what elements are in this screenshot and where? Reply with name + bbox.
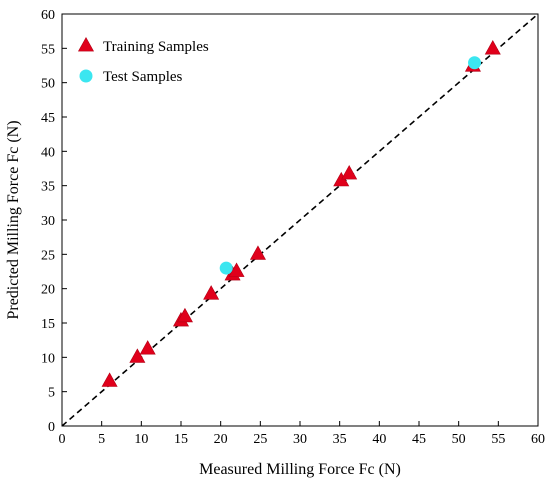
x-tick-label: 30 — [293, 432, 307, 447]
x-tick-label: 40 — [372, 432, 386, 447]
y-tick-label: 10 — [41, 351, 55, 366]
y-tick-label: 0 — [48, 420, 55, 435]
legend: Training Samples Test Samples — [77, 37, 209, 85]
y-tick-label: 15 — [41, 317, 55, 332]
x-tick-label: 10 — [134, 432, 148, 447]
legend-circle-marker — [79, 69, 93, 83]
training-sample-point — [341, 165, 358, 180]
x-tick-label: 60 — [531, 432, 545, 447]
y-tick-label: 40 — [41, 145, 55, 160]
y-axis-title: Predicted Milling Force Fc (N) — [5, 120, 22, 319]
test-sample-point — [468, 56, 482, 70]
x-tick-label: 35 — [333, 432, 347, 447]
y-tick-label: 50 — [41, 77, 55, 92]
training-sample-point — [484, 40, 501, 55]
test-sample-point — [219, 261, 233, 275]
training-sample-point — [129, 348, 146, 363]
x-tick-label: 45 — [412, 432, 426, 447]
x-axis-title: Measured Milling Force Fc (N) — [199, 461, 401, 478]
x-tick-label: 0 — [59, 432, 66, 447]
training-sample-point — [176, 307, 193, 323]
x-tick-label: 5 — [98, 432, 105, 447]
y-tick-label: 25 — [41, 248, 55, 263]
y-tick-label: 35 — [41, 180, 55, 195]
legend-label: Training Samples — [103, 39, 209, 55]
y-tick-label: 20 — [41, 283, 55, 298]
x-tick-label: 50 — [452, 432, 466, 447]
y-tick-label: 5 — [48, 386, 55, 401]
training-sample-point — [101, 372, 118, 387]
y-tick-label: 55 — [41, 42, 55, 57]
training-sample-point — [203, 285, 220, 300]
x-tick-label: 20 — [214, 432, 228, 447]
y-tick-label: 30 — [41, 214, 55, 229]
x-tick-label: 15 — [174, 432, 188, 447]
y-tick-label: 60 — [41, 8, 55, 23]
x-tick-label: 25 — [253, 432, 267, 447]
legend-triangle-marker — [77, 37, 95, 52]
ticks-layer: 0 5 10 15 20 25 30 35 40 45 50 55 60 0 5 10 15 20 25 30 35 40… — [41, 8, 545, 447]
training-sample-point — [228, 262, 245, 277]
training-sample-point — [249, 245, 266, 260]
y-tick-label: 45 — [41, 111, 55, 126]
x-tick-label: 55 — [491, 432, 505, 447]
legend-label: Test Samples — [103, 69, 183, 85]
data-marks-layer — [101, 40, 501, 387]
training-sample-point — [139, 340, 156, 355]
